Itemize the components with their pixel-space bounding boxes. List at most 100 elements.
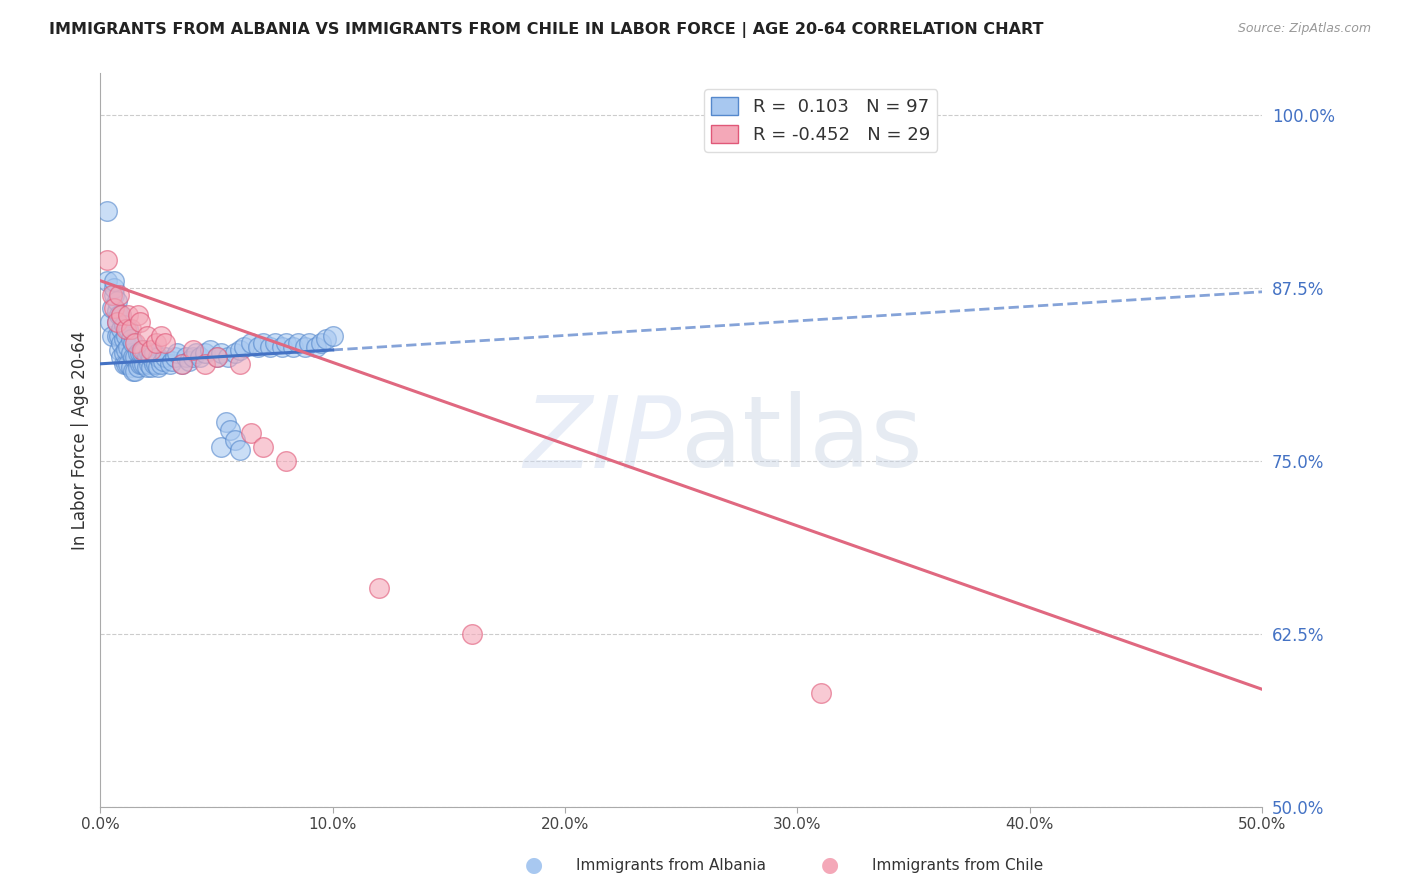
Point	[134, 343, 156, 357]
Point	[105, 315, 128, 329]
Point	[141, 359, 163, 374]
Point	[101, 287, 124, 301]
Point	[115, 343, 138, 357]
Point	[283, 340, 305, 354]
Point	[127, 359, 149, 374]
Point	[110, 309, 132, 323]
Point	[127, 345, 149, 359]
Text: IMMIGRANTS FROM ALBANIA VS IMMIGRANTS FROM CHILE IN LABOR FORCE | AGE 20-64 CORR: IMMIGRANTS FROM ALBANIA VS IMMIGRANTS FR…	[49, 22, 1043, 38]
Point	[181, 350, 204, 364]
Point	[135, 329, 157, 343]
Point	[229, 357, 252, 371]
Point	[96, 252, 118, 267]
Point	[141, 343, 163, 357]
Point	[124, 364, 146, 378]
Point	[368, 581, 391, 595]
Text: ●: ●	[526, 855, 543, 875]
Point	[128, 357, 150, 371]
Point	[163, 350, 186, 364]
Point	[117, 322, 139, 336]
Point	[117, 357, 139, 371]
Point	[229, 442, 252, 457]
Point	[96, 204, 118, 219]
Point	[131, 357, 153, 371]
Point	[112, 318, 135, 332]
Point	[141, 350, 163, 364]
Point	[205, 350, 228, 364]
Point	[112, 357, 135, 371]
Point	[142, 345, 165, 359]
Point	[176, 350, 198, 364]
Text: ZIP: ZIP	[523, 392, 681, 489]
Point	[122, 364, 145, 378]
Point	[162, 354, 184, 368]
Point	[105, 304, 128, 318]
Text: Immigrants from Albania: Immigrants from Albania	[576, 858, 766, 872]
Point	[131, 345, 153, 359]
Text: atlas: atlas	[681, 392, 922, 489]
Point	[142, 357, 165, 371]
Point	[205, 350, 228, 364]
Point	[108, 343, 131, 357]
Point	[105, 329, 128, 343]
Point	[240, 425, 263, 440]
Point	[112, 332, 135, 346]
Point	[259, 340, 281, 354]
Point	[110, 336, 132, 351]
Point	[105, 315, 128, 329]
Point	[135, 350, 157, 364]
Point	[148, 359, 170, 374]
Point	[138, 345, 160, 359]
Point	[322, 329, 344, 343]
Point	[198, 343, 221, 357]
Point	[128, 345, 150, 359]
Point	[188, 350, 211, 364]
Point	[298, 336, 321, 351]
Point	[134, 357, 156, 371]
Point	[127, 309, 149, 323]
Point	[233, 340, 256, 354]
Text: Source: ZipAtlas.com: Source: ZipAtlas.com	[1237, 22, 1371, 36]
Point	[110, 350, 132, 364]
Point	[229, 343, 252, 357]
Point	[103, 301, 125, 316]
Point	[219, 423, 242, 437]
Point	[240, 336, 263, 351]
Point	[117, 340, 139, 354]
Point	[115, 357, 138, 371]
Point	[135, 359, 157, 374]
Point	[149, 329, 172, 343]
Point	[101, 301, 124, 316]
Point	[149, 357, 172, 371]
Point	[120, 345, 142, 359]
Point	[96, 274, 118, 288]
Point	[461, 627, 484, 641]
Point	[138, 357, 160, 371]
Point	[108, 309, 131, 323]
Point	[309, 336, 332, 351]
Point	[124, 350, 146, 364]
Point	[810, 686, 832, 700]
Point	[209, 440, 232, 454]
Point	[117, 309, 139, 323]
Point	[103, 280, 125, 294]
Point	[145, 336, 167, 351]
Point	[120, 359, 142, 374]
Point	[166, 345, 188, 359]
Y-axis label: In Labor Force | Age 20-64: In Labor Force | Age 20-64	[72, 330, 89, 549]
Point	[184, 345, 207, 359]
Point	[101, 329, 124, 343]
Point	[159, 357, 181, 371]
Point	[217, 350, 239, 364]
Point	[103, 274, 125, 288]
Point	[276, 336, 298, 351]
Point	[181, 343, 204, 357]
Point	[224, 345, 246, 359]
Point	[108, 287, 131, 301]
Point	[252, 336, 274, 351]
Point	[98, 315, 121, 329]
Point	[194, 357, 217, 371]
Point	[224, 433, 246, 447]
Point	[247, 340, 270, 354]
Point	[115, 329, 138, 343]
